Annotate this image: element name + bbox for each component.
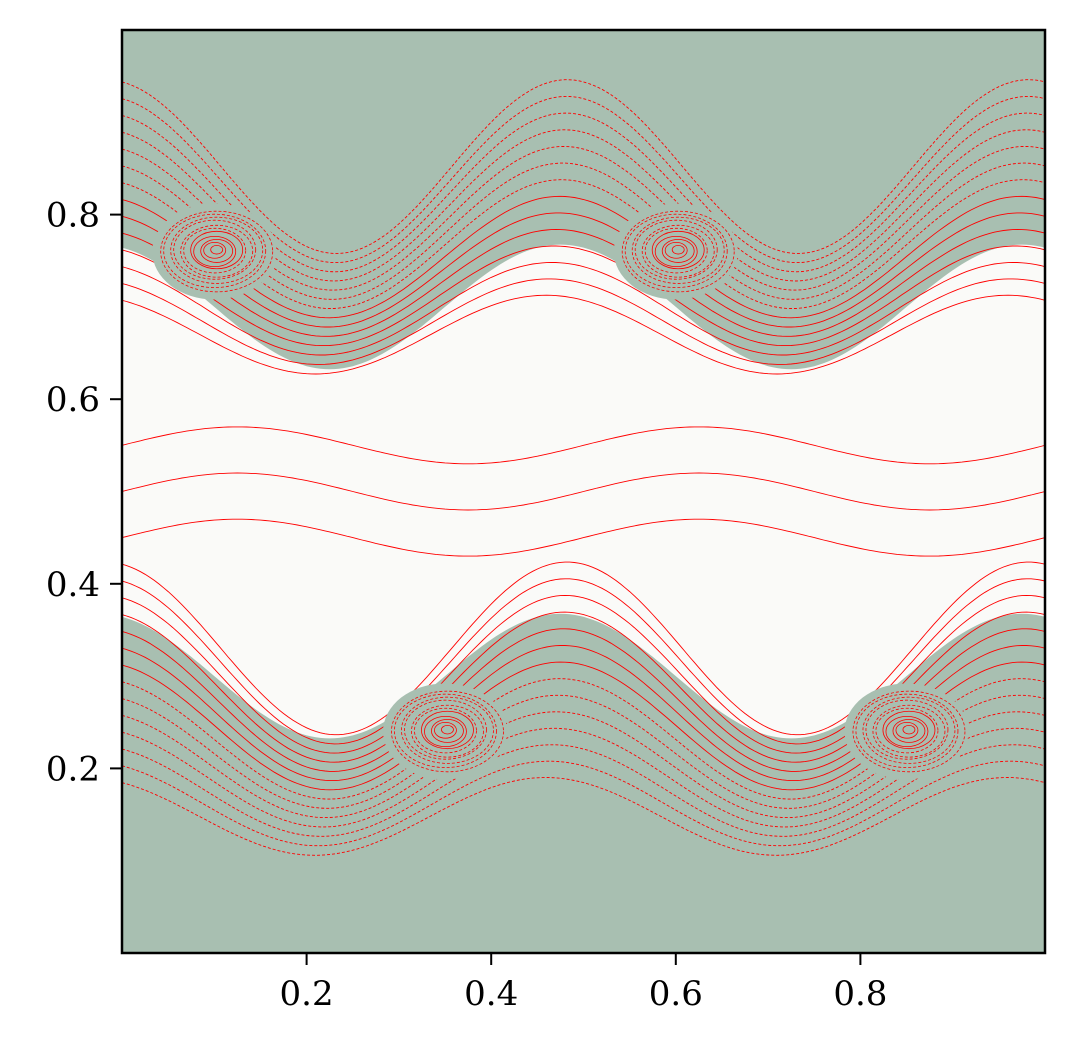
- vortex-spiral-ring: [641, 224, 715, 278]
- vortex-spiral-ring: [875, 707, 939, 754]
- vortex-spiral-ring: [865, 699, 949, 760]
- x-axis-ticks: 0.2 0.4 0.6 0.8: [280, 953, 887, 1014]
- lower-contour-line: [122, 744, 1045, 837]
- vortex-spiral-ring: [210, 244, 224, 255]
- vortex-spiral-ring: [193, 236, 237, 268]
- vortex-spiral-ring: [411, 704, 484, 758]
- vortex-spiral-ring: [624, 213, 728, 289]
- vortex-spiral-ring: [895, 721, 919, 739]
- vortex-spiral-ring: [391, 690, 504, 773]
- vortex-spiral-ring: [852, 690, 966, 773]
- upper-contour-line: [122, 129, 1045, 282]
- vortex-spiral-ring: [190, 230, 244, 270]
- vortex-core-region: [152, 203, 277, 300]
- y-axis-ticks: 0.2 0.4 0.6 0.8: [46, 196, 122, 789]
- vortex-spiral-ring: [170, 216, 264, 284]
- vortex-spiral-ring: [872, 704, 946, 758]
- vortex-spiral-ring: [200, 238, 234, 263]
- vortex-spiral-ring: [631, 216, 725, 284]
- vortex-spiral-ring: [183, 227, 247, 274]
- upper-contour-line: [122, 95, 1045, 264]
- lower-contour-line: [122, 727, 1045, 828]
- upper-contour-line: [122, 278, 1045, 365]
- vortex-spiral-ring: [651, 230, 705, 270]
- upper-contour-line: [122, 146, 1045, 291]
- plot-content: [122, 79, 1045, 856]
- vortex-spiral-ring: [394, 693, 497, 769]
- vortex-spiral-ring: [401, 696, 494, 764]
- lower-contour-line: [122, 578, 1045, 745]
- vortex-spiral-ring: [855, 693, 959, 769]
- upper-contour-line: [122, 162, 1045, 300]
- lower-contour-line: [122, 760, 1045, 847]
- x-tick-label: 0.8: [833, 974, 887, 1014]
- vortex-spiral-ring: [421, 710, 474, 750]
- lower-contour-line: [122, 694, 1045, 809]
- y-tick-label: 0.6: [46, 380, 100, 420]
- vortex-spiral-ring: [160, 210, 274, 293]
- vortex-spiral-ring: [173, 219, 257, 280]
- vortex-spiral-ring: [661, 238, 695, 263]
- vortex-spiral-ring: [180, 224, 254, 278]
- vortex-spiral-ring: [671, 244, 685, 255]
- vortex-spiral-ring: [862, 696, 956, 764]
- lower-contour-line: [122, 777, 1045, 856]
- x-tick-label: 0.6: [649, 974, 703, 1014]
- upper-contour-line: [122, 245, 1045, 347]
- upper-contour-line: [122, 179, 1045, 309]
- vortex-spiral-ring: [885, 715, 929, 747]
- upper-contour-line: [122, 229, 1045, 337]
- mid-contour-line: [122, 518, 1045, 557]
- y-tick-label: 0.2: [46, 749, 100, 789]
- vortex-spiral-ring: [902, 724, 916, 735]
- vortex-spiral-ring: [424, 715, 467, 747]
- x-tick-label: 0.2: [280, 974, 334, 1014]
- upper-contour-line: [122, 294, 1045, 375]
- mid-contour-line: [122, 472, 1045, 511]
- vortex-spiral-ring: [892, 718, 926, 743]
- upper-contour-line: [122, 79, 1045, 254]
- mid-contour-line: [122, 426, 1045, 465]
- vortex-spiral-ring: [163, 213, 267, 289]
- vortex-spiral-ring: [654, 236, 698, 268]
- y-tick-label: 0.4: [46, 565, 100, 605]
- plot-frame: [120, 28, 1047, 955]
- vortex-core-region: [613, 203, 738, 300]
- x-tick-label: 0.4: [464, 974, 518, 1014]
- vortex-spiral-ring: [434, 721, 457, 739]
- vortex-spiral-ring: [644, 227, 708, 274]
- vortex-spiral-ring: [441, 724, 454, 735]
- upper-contour-line: [122, 212, 1045, 328]
- upper-contour-line: [122, 195, 1045, 319]
- vortex-spiral-ring: [203, 242, 227, 259]
- vortex-core-region: [383, 683, 508, 780]
- vortex-spiral-ring: [414, 707, 477, 754]
- vortex-core-region: [844, 683, 969, 780]
- vortex-spiral-ring: [634, 219, 718, 280]
- lower-contour-line: [122, 561, 1045, 736]
- vortex-spirals: [152, 203, 969, 780]
- vortex-spiral-ring: [664, 242, 688, 259]
- vortex-spiral-ring: [621, 210, 735, 293]
- vortex-spiral-ring: [431, 718, 464, 743]
- y-tick-label: 0.8: [46, 196, 100, 236]
- upper-contour-line: [122, 112, 1045, 273]
- upper-contour-line: [122, 262, 1045, 356]
- vortex-spiral-ring: [404, 699, 487, 760]
- vortex-spiral-ring: [882, 710, 936, 750]
